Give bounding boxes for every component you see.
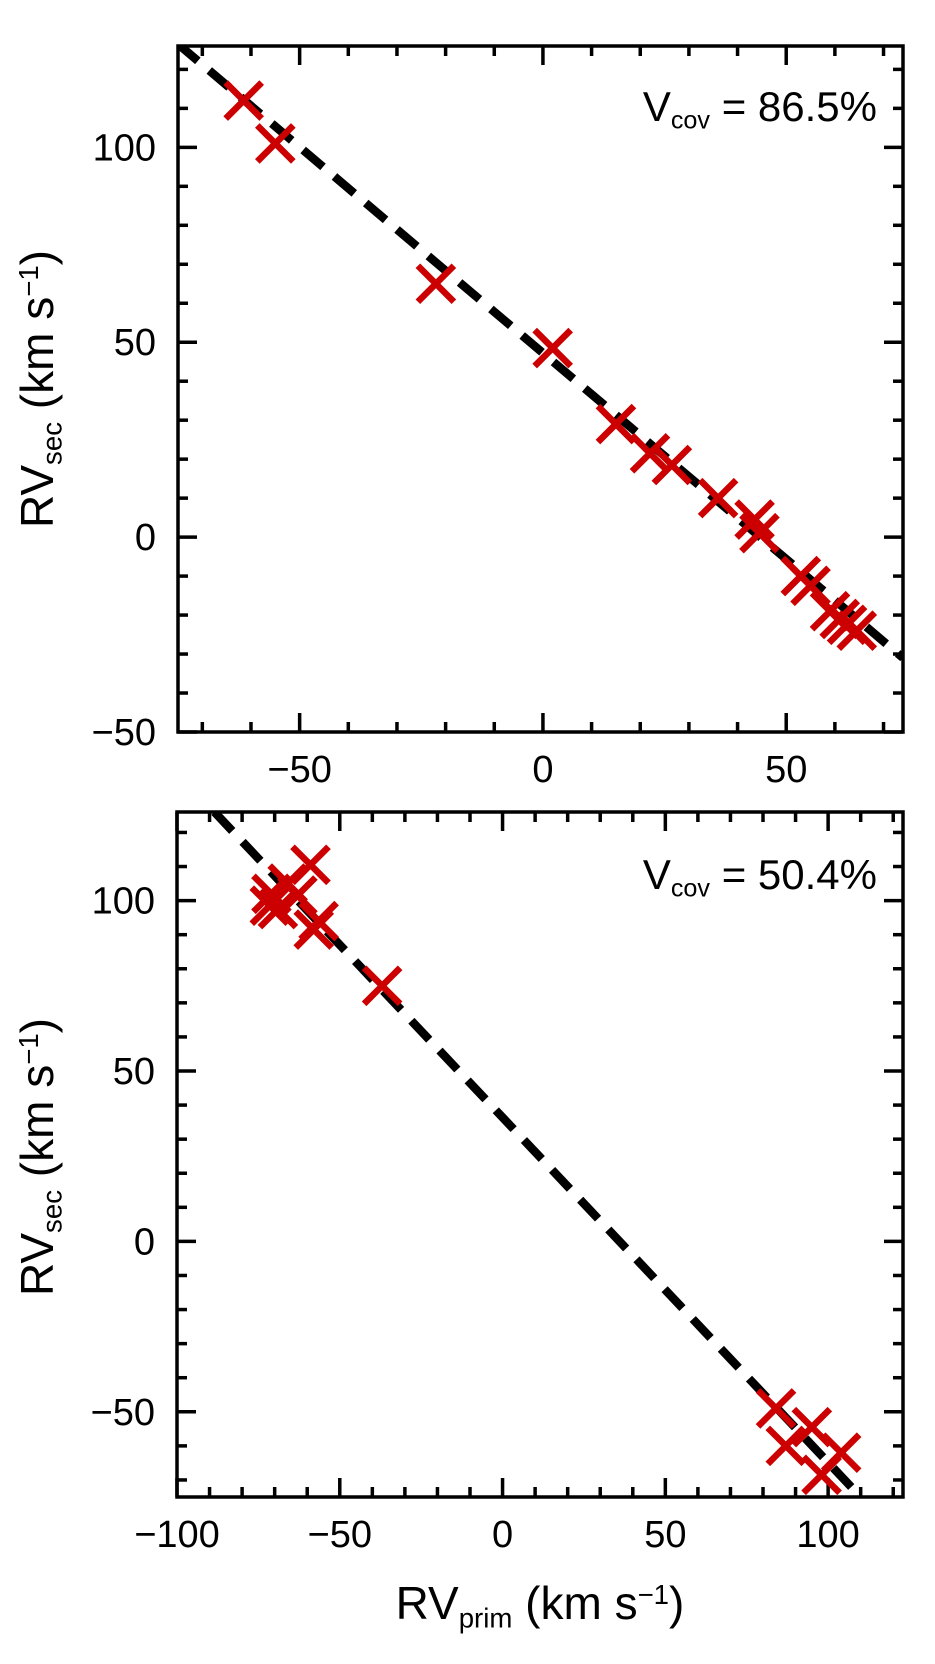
ylabel-prefix: RV (11, 464, 64, 529)
y-tick-label: 100 (93, 127, 156, 169)
y-tick-label: −50 (92, 712, 156, 754)
vcov-value: = 86.5% (710, 83, 877, 130)
xlabel-close: ) (669, 1577, 685, 1629)
x-tick-label: −100 (134, 1514, 220, 1556)
x-marker (801, 1454, 842, 1496)
trend-line (211, 812, 864, 1497)
y-tick-label: 50 (114, 322, 156, 364)
x-marker (734, 499, 775, 540)
x-tick-label: 100 (796, 1514, 859, 1556)
y-axis-label-top: RVsec (km s−1) (11, 249, 68, 529)
x-tick-label: 50 (644, 1514, 686, 1556)
vcov-sub: cov (670, 874, 711, 903)
x-marker (697, 477, 739, 519)
x-marker (836, 610, 878, 651)
x-marker (361, 965, 403, 1007)
y-tick-label: −50 (91, 1392, 155, 1434)
x-marker (595, 403, 637, 445)
plot-bottom: −100 −50 0 50 100 −50 0 50 100 (91, 810, 905, 1556)
ylabel-unit: (km s (11, 296, 64, 422)
x-marker (249, 885, 291, 927)
y-tick-label: 50 (113, 1051, 155, 1093)
x-tick-label: 0 (532, 749, 553, 791)
vcov-sub: cov (670, 106, 711, 135)
x-tick-label: −50 (267, 749, 331, 791)
xlabel-sup: −1 (637, 1578, 670, 1610)
x-marker (255, 123, 296, 164)
x-tick-label: 50 (765, 749, 807, 791)
y-axis-label-bottom: RVsec (km s−1) (11, 1017, 68, 1297)
ticks (178, 46, 903, 734)
ylabel-close: ) (11, 1017, 64, 1034)
ylabel-prefix: RV (11, 1232, 64, 1297)
xlabel-sub: prim (458, 1602, 513, 1634)
y-tick-label: 0 (134, 1221, 155, 1263)
x-marker (257, 888, 299, 930)
plot-frame (176, 44, 905, 734)
x-marker (532, 327, 573, 369)
x-tick-label: −50 (308, 1514, 372, 1556)
x-marker (790, 565, 831, 607)
vcov-annotation-top: Vcov = 86.5% (642, 83, 877, 135)
ylabel-sub: sec (36, 1189, 68, 1233)
trend-line (178, 46, 903, 662)
plot-frame (175, 810, 905, 1499)
x-marker (293, 909, 335, 950)
y-tick-label: 0 (135, 517, 156, 559)
data-points (249, 844, 862, 1496)
x-marker (765, 1425, 807, 1467)
tick-labels: −50 0 50 −50 0 50 100 (92, 127, 808, 791)
vcov-var: V (642, 851, 671, 898)
ylabel-sup: −1 (13, 265, 45, 297)
vcov-annotation-bottom: Vcov = 50.4% (642, 851, 877, 903)
x-marker (755, 1388, 797, 1429)
x-marker (415, 263, 457, 305)
ylabel-unit: (km s (11, 1064, 64, 1190)
x-marker (223, 80, 264, 121)
x-marker (739, 512, 780, 554)
x-axis-label: RVprim (km s−1) (396, 1578, 685, 1634)
x-marker (651, 444, 693, 486)
plot-top: −50 0 50 −50 0 50 100 (92, 44, 905, 791)
xlabel-prefix: RV (395, 1577, 459, 1629)
ylabel-sub: sec (36, 421, 68, 465)
ticks (175, 812, 903, 1497)
data-points (223, 80, 878, 651)
x-marker (629, 433, 671, 474)
tick-labels: −100 −50 0 50 100 −50 0 50 100 (91, 881, 860, 1556)
ylabel-close: ) (11, 249, 64, 266)
vcov-value: = 50.4% (710, 851, 877, 898)
xlabel-unit: (km s (512, 1577, 638, 1629)
x-tick-label: 0 (492, 1514, 513, 1556)
vcov-var: V (642, 83, 671, 130)
y-tick-label: 100 (92, 881, 155, 923)
ylabel-sup: −1 (13, 1033, 45, 1065)
